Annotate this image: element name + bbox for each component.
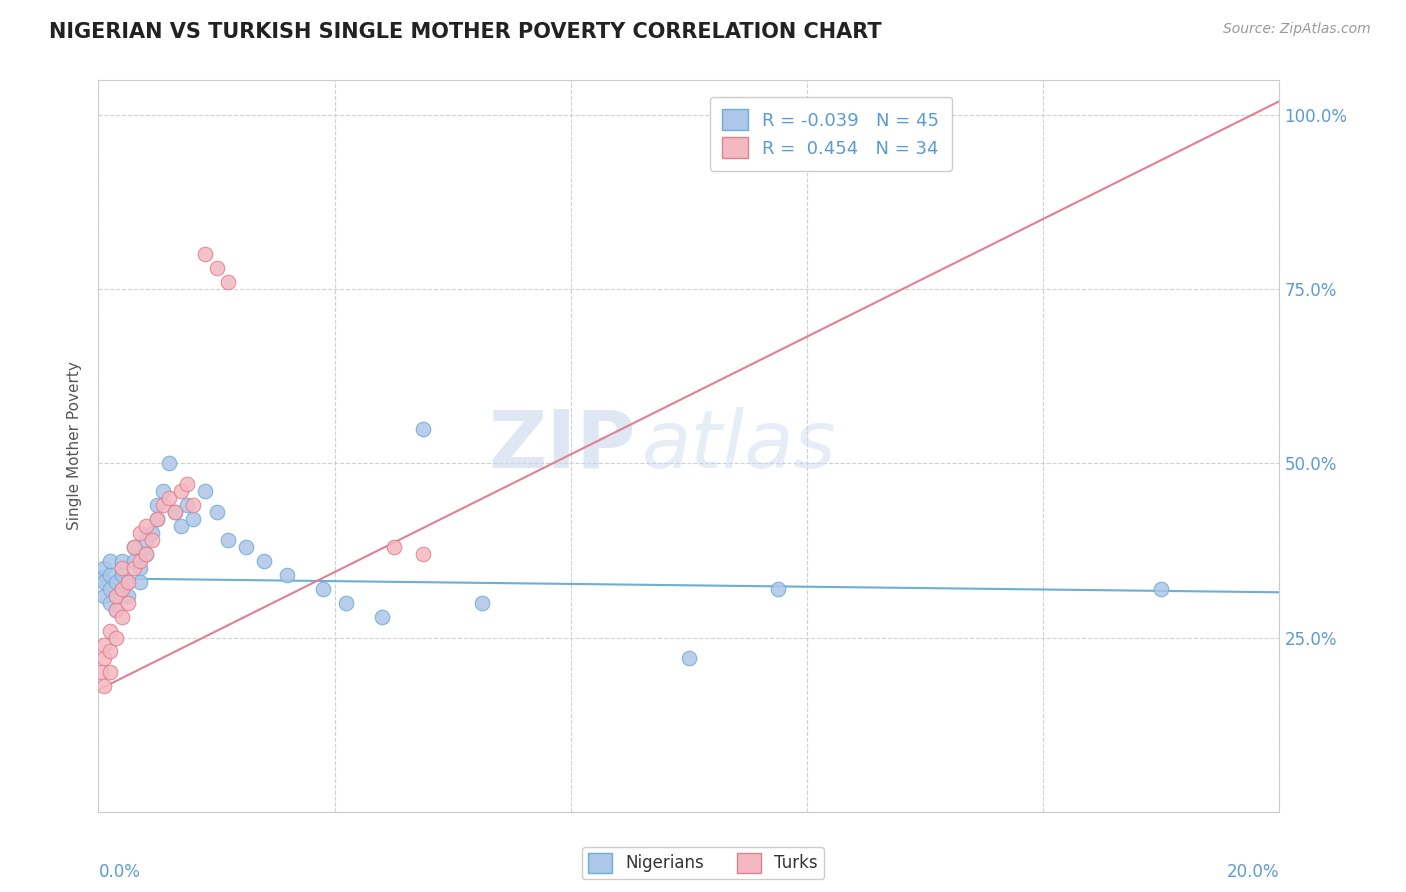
Y-axis label: Single Mother Poverty: Single Mother Poverty bbox=[67, 361, 83, 531]
Point bbox=[152, 498, 174, 512]
Point bbox=[98, 582, 121, 596]
Point bbox=[146, 512, 169, 526]
Legend: R = -0.039   N = 45, R =  0.454   N = 34: R = -0.039 N = 45, R = 0.454 N = 34 bbox=[710, 96, 952, 171]
Point bbox=[93, 589, 115, 603]
Point bbox=[117, 574, 139, 589]
Point bbox=[128, 554, 150, 568]
Point bbox=[93, 651, 115, 665]
Point bbox=[128, 526, 150, 541]
Point bbox=[170, 484, 193, 499]
Point bbox=[141, 533, 163, 547]
Point bbox=[135, 547, 157, 561]
Point bbox=[93, 574, 115, 589]
Point bbox=[165, 505, 187, 519]
Point bbox=[165, 505, 187, 519]
Point bbox=[98, 644, 121, 658]
Point bbox=[93, 638, 115, 652]
Point bbox=[105, 574, 128, 589]
Point bbox=[135, 533, 157, 547]
Point bbox=[128, 574, 150, 589]
Point bbox=[170, 519, 193, 533]
Point bbox=[276, 567, 298, 582]
Point bbox=[90, 571, 112, 585]
Text: 0.0%: 0.0% bbox=[98, 863, 141, 881]
Point bbox=[157, 491, 180, 506]
Point bbox=[412, 421, 434, 435]
Point bbox=[93, 679, 115, 693]
Point bbox=[141, 526, 163, 541]
Point bbox=[235, 540, 257, 554]
Point bbox=[98, 567, 121, 582]
Point bbox=[371, 609, 394, 624]
Point bbox=[98, 596, 121, 610]
Point bbox=[105, 603, 128, 617]
Text: atlas: atlas bbox=[641, 407, 837, 485]
Point bbox=[176, 477, 198, 491]
Point bbox=[471, 596, 494, 610]
Point bbox=[152, 484, 174, 499]
Point bbox=[176, 498, 198, 512]
Point bbox=[111, 567, 134, 582]
Point bbox=[217, 533, 239, 547]
Point bbox=[412, 547, 434, 561]
Point bbox=[111, 561, 134, 575]
Point bbox=[205, 505, 228, 519]
Point bbox=[157, 457, 180, 471]
Text: ZIP: ZIP bbox=[488, 407, 636, 485]
Point bbox=[93, 561, 115, 575]
Point bbox=[217, 275, 239, 289]
Point bbox=[135, 547, 157, 561]
Point bbox=[117, 596, 139, 610]
Point bbox=[105, 589, 128, 603]
Point bbox=[312, 582, 335, 596]
Point bbox=[128, 561, 150, 575]
Point bbox=[1150, 582, 1173, 596]
Point bbox=[122, 540, 145, 554]
Point bbox=[122, 554, 145, 568]
Point bbox=[111, 609, 134, 624]
Point bbox=[678, 651, 700, 665]
Point bbox=[205, 261, 228, 276]
Text: NIGERIAN VS TURKISH SINGLE MOTHER POVERTY CORRELATION CHART: NIGERIAN VS TURKISH SINGLE MOTHER POVERT… bbox=[49, 22, 882, 42]
Point bbox=[382, 540, 405, 554]
Point bbox=[105, 603, 128, 617]
Point bbox=[135, 519, 157, 533]
Point bbox=[117, 589, 139, 603]
Point bbox=[105, 589, 128, 603]
Point bbox=[111, 554, 134, 568]
Point bbox=[98, 554, 121, 568]
Point bbox=[105, 631, 128, 645]
Text: Source: ZipAtlas.com: Source: ZipAtlas.com bbox=[1223, 22, 1371, 37]
Point bbox=[90, 665, 112, 680]
Point bbox=[146, 498, 169, 512]
Point bbox=[122, 561, 145, 575]
Point bbox=[98, 624, 121, 638]
Point bbox=[181, 512, 204, 526]
Text: 20.0%: 20.0% bbox=[1227, 863, 1279, 881]
Point bbox=[122, 540, 145, 554]
Point bbox=[766, 582, 789, 596]
Point bbox=[111, 582, 134, 596]
Point bbox=[146, 512, 169, 526]
Point bbox=[181, 498, 204, 512]
Point bbox=[111, 582, 134, 596]
Point bbox=[194, 247, 217, 261]
Legend: Nigerians, Turks: Nigerians, Turks bbox=[582, 847, 824, 880]
Point bbox=[253, 554, 276, 568]
Point bbox=[98, 665, 121, 680]
Point bbox=[194, 484, 217, 499]
Point bbox=[335, 596, 357, 610]
Point bbox=[117, 574, 139, 589]
